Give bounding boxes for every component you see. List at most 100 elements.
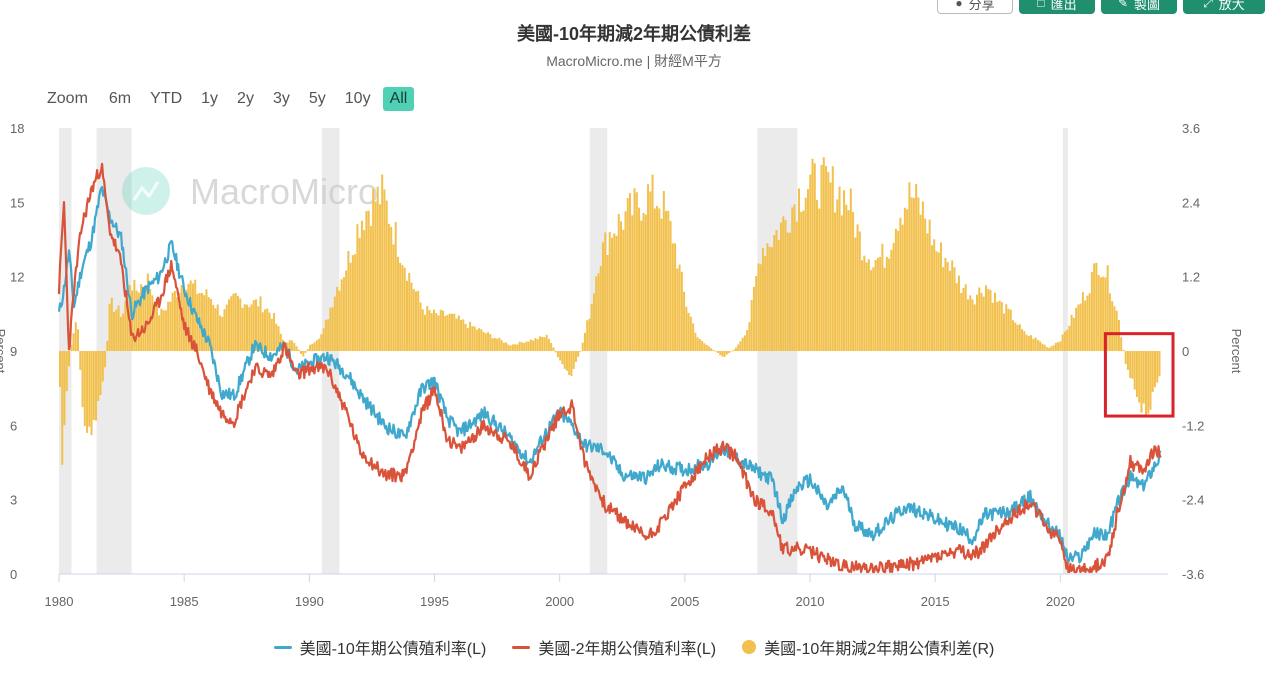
spread-bar (910, 197, 913, 351)
spread-bar (207, 297, 210, 351)
spread-bar (288, 340, 291, 351)
spread-bar (1102, 276, 1105, 351)
spread-bar (696, 337, 699, 351)
spread-bar (261, 312, 264, 351)
spread-bar (951, 260, 954, 351)
spread-bar (795, 221, 798, 351)
spread-bar (239, 298, 242, 351)
spread-bar (1025, 334, 1028, 351)
spread-bar (574, 351, 577, 362)
spread-bar (660, 218, 663, 351)
spread-bar (473, 326, 476, 351)
right-axis-tick-label: -3.6 (1182, 567, 1204, 582)
spread-bar (973, 304, 976, 351)
spread-bar (784, 219, 787, 351)
zoom-1y-button[interactable]: 1y (201, 90, 219, 107)
spread-bar (852, 211, 855, 351)
spread-bar (633, 188, 636, 351)
legend-item-spread[interactable]: 美國-10年期減2年期公債利差(R) (742, 635, 994, 659)
spread-bar (266, 308, 269, 351)
spread-bar (340, 279, 343, 351)
spread-bar (390, 226, 393, 351)
zoom-3y-button[interactable]: 3y (272, 90, 290, 107)
spread-bar (108, 303, 111, 351)
spread-bar (915, 183, 918, 351)
zoom-ytd-button[interactable]: YTD (150, 90, 183, 107)
spread-bar (160, 308, 163, 351)
left-axis-tick-label: 12 (10, 270, 24, 285)
spread-bar (1124, 351, 1127, 365)
legend-swatch-spread (742, 640, 757, 654)
spread-bar (752, 286, 755, 351)
spread-bar (358, 237, 361, 351)
spread-bar (975, 294, 978, 351)
spread-bar (854, 237, 857, 351)
spread-bar (987, 288, 990, 351)
zoom-all-button[interactable]: All (382, 87, 415, 111)
legend-item-ten-year[interactable]: 美國-10年期公債殖利率(L) (273, 635, 486, 659)
spread-bar (651, 174, 654, 351)
zoom-10y-button[interactable]: 10y (344, 90, 371, 107)
spread-bar (176, 297, 179, 351)
spread-bar (1113, 306, 1116, 351)
spread-bar (178, 292, 181, 351)
share-button[interactable]: ● 分享 (937, 0, 1013, 14)
spread-bar (142, 286, 145, 351)
spread-bar (620, 221, 623, 351)
legend-item-two-year[interactable]: 美國-2年期公債殖利率(L) (512, 635, 716, 659)
spread-bar (162, 310, 165, 351)
spread-bar (502, 342, 505, 351)
spread-bar (1041, 343, 1044, 351)
spread-bar (1072, 317, 1075, 351)
spread-bar (1012, 320, 1015, 351)
x-axis-tick-label: 1980 (45, 594, 74, 609)
spread-bar (755, 275, 758, 351)
enlarge-button[interactable]: ⤢ 放大 (1183, 0, 1265, 14)
spread-bar (746, 330, 749, 351)
spread-bar (241, 307, 244, 351)
spread-bar (439, 309, 442, 351)
spread-bar (216, 304, 219, 351)
export-button[interactable]: □ 匯出 (1019, 0, 1095, 14)
spread-bar (293, 343, 296, 351)
axes: 0 3 6 9 12 15 18 -3.6 -2.4 -1.2 0 1.2 2.4 3.6 1980 1985… (0, 121, 1244, 609)
spread-bar (863, 255, 866, 351)
spread-bar (381, 174, 384, 351)
spread-bar (624, 211, 627, 351)
zoom-5y-button[interactable]: 5y (308, 90, 326, 107)
spread-bar (63, 351, 66, 426)
spread-bar (351, 255, 354, 351)
spread-bar (302, 351, 305, 357)
spread-bar (721, 351, 724, 357)
spread-bar (155, 299, 158, 351)
highlight-box (1103, 332, 1175, 418)
spread-bar (333, 296, 336, 351)
spread-bar (392, 244, 395, 351)
spread-bar (1027, 335, 1030, 351)
spread-bar (90, 351, 93, 436)
spread-bar (563, 351, 566, 369)
zoom-6m-button[interactable]: 6m (108, 90, 132, 107)
spread-bar (1106, 265, 1109, 351)
spread-bar (1070, 314, 1073, 351)
spread-bar (401, 265, 404, 351)
spread-bar (81, 351, 84, 408)
spread-bar (113, 311, 116, 351)
draw-button[interactable]: ✎ 製圖 (1101, 0, 1177, 14)
spread-bar (1018, 324, 1021, 351)
spread-bar (65, 351, 68, 392)
spread-bar (665, 210, 668, 351)
spread-bar (106, 340, 109, 351)
spread-bar (541, 337, 544, 351)
spread-bar (554, 351, 557, 353)
spread-bar (766, 243, 769, 351)
zoom-2y-button[interactable]: 2y (237, 90, 254, 107)
spread-bar (676, 268, 679, 351)
spread-bar (1034, 337, 1037, 351)
spread-bar (523, 343, 526, 351)
spread-bar (185, 289, 188, 351)
spread-bar (306, 349, 309, 351)
spread-bar (327, 319, 330, 351)
spread-bar (1135, 351, 1138, 398)
right-axis-tick-label: -1.2 (1182, 418, 1204, 433)
